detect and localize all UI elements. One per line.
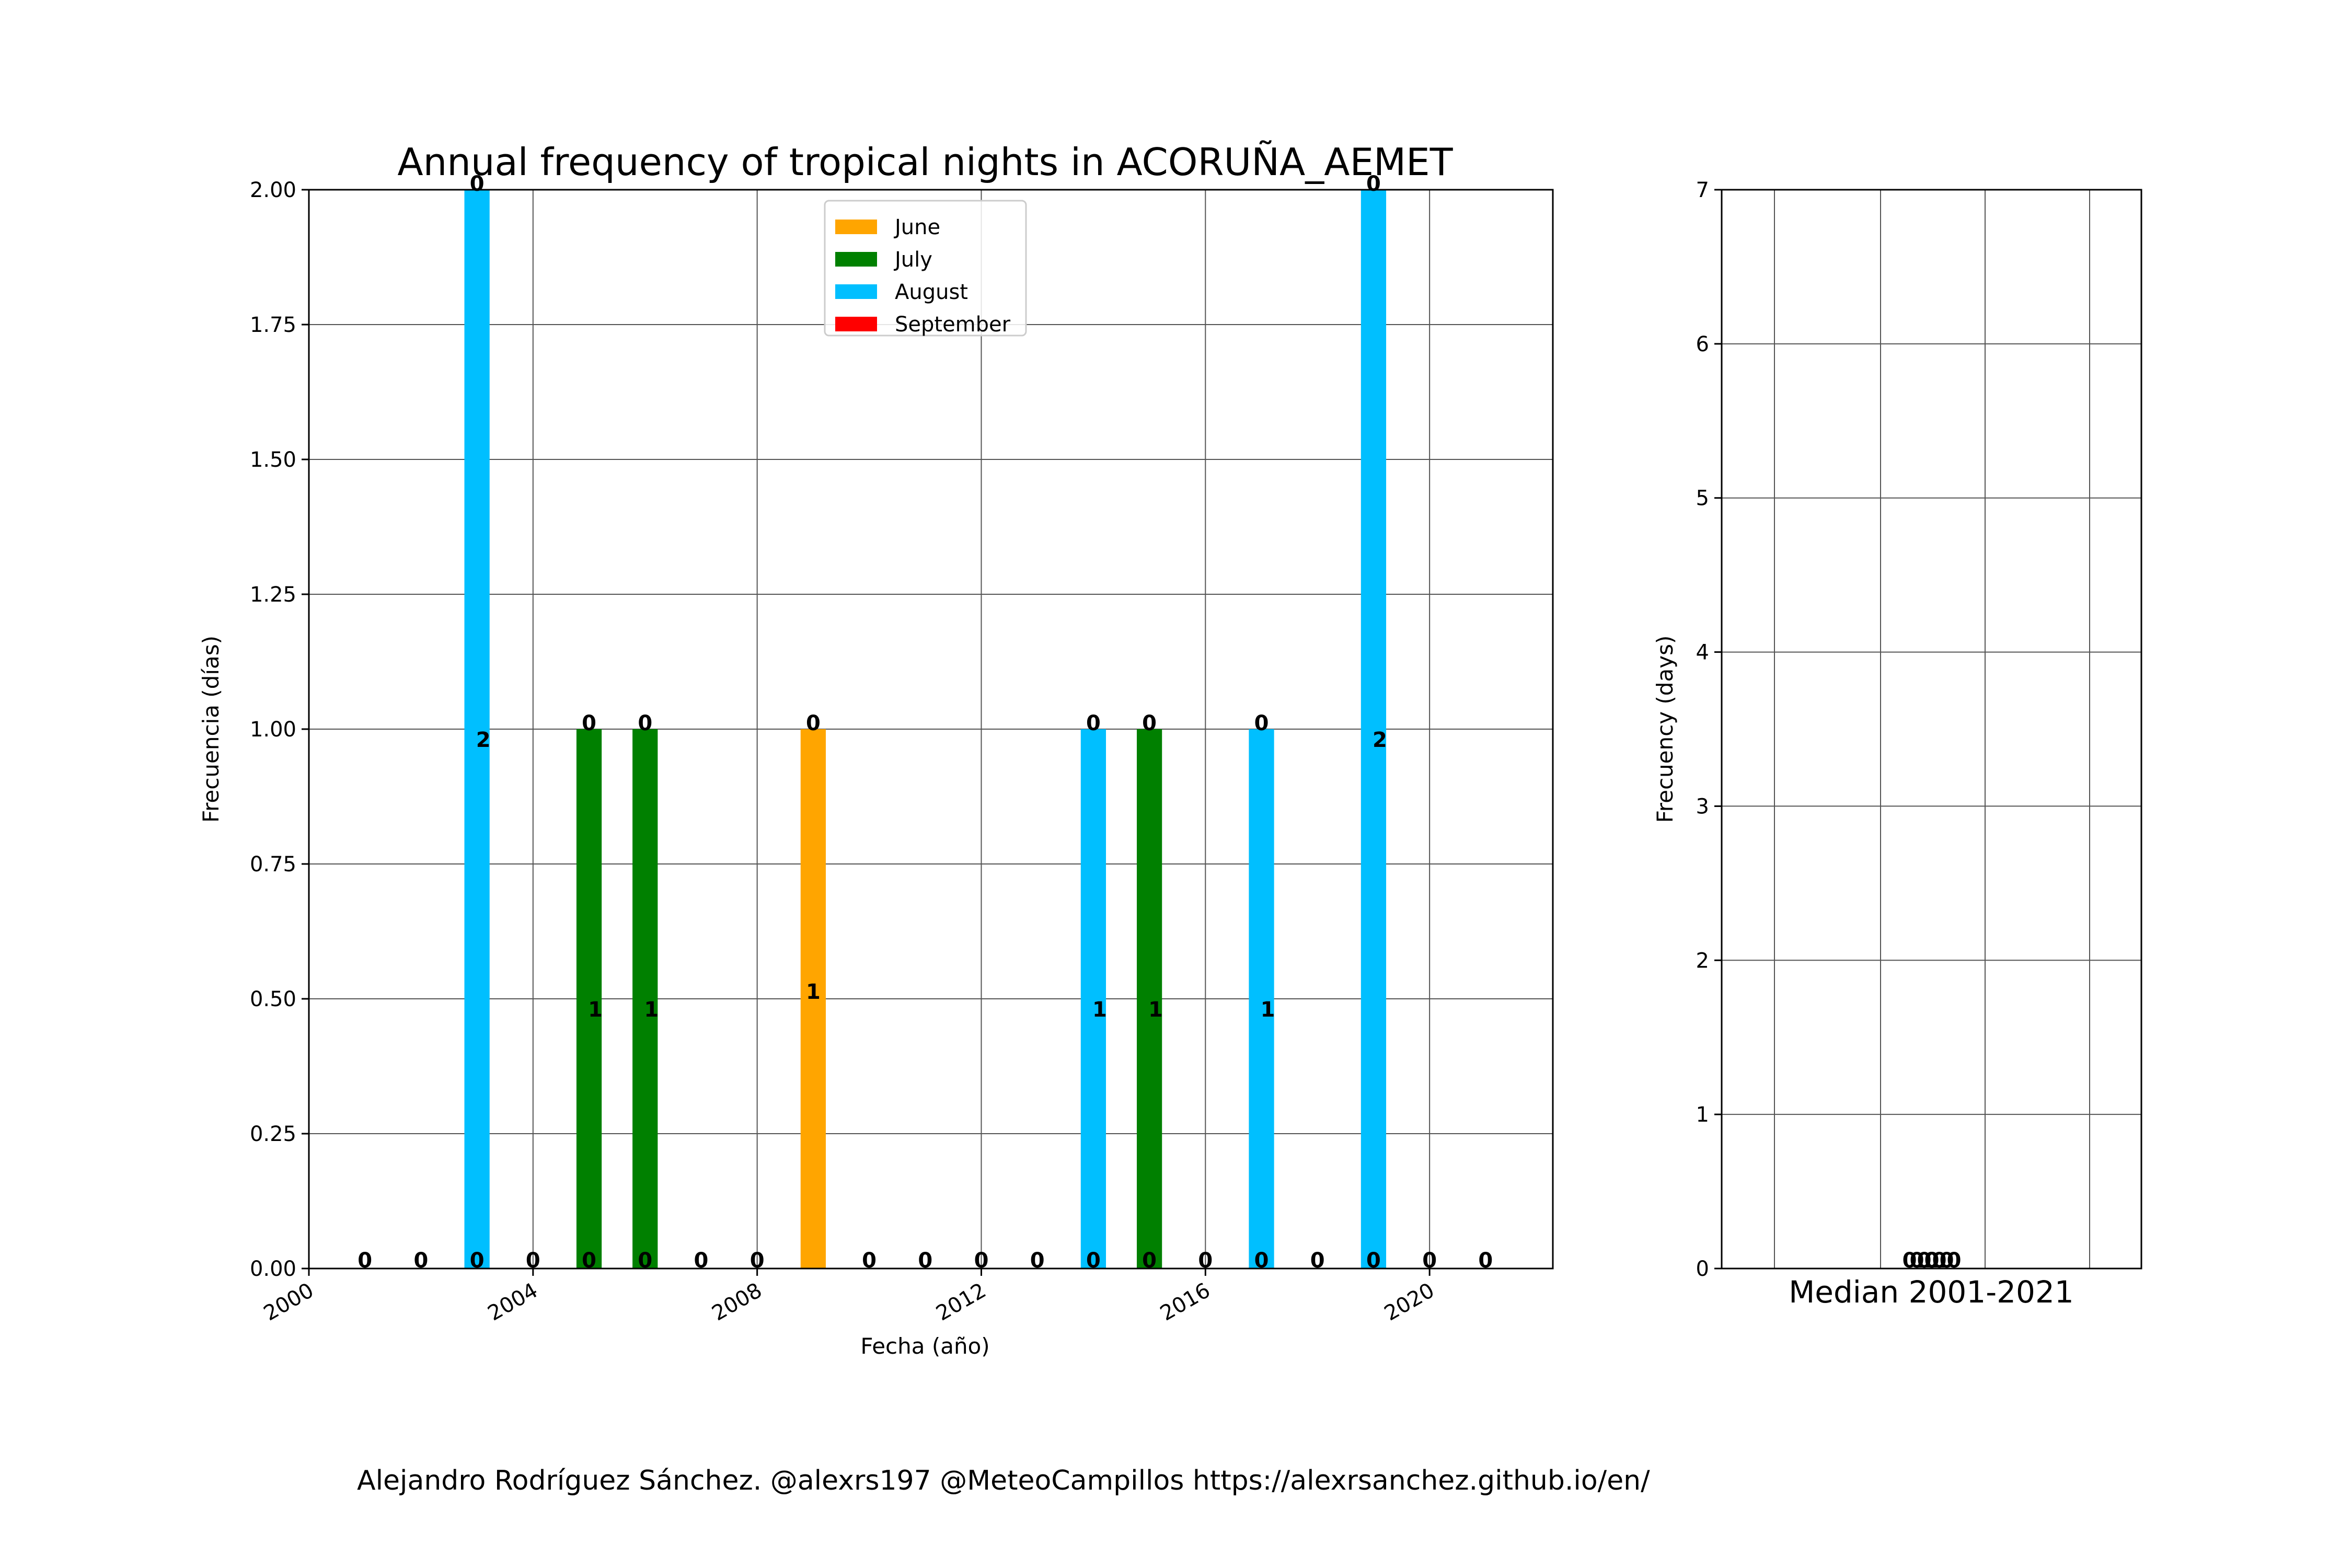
bar-august-2019 <box>1361 190 1387 1269</box>
side-chart-ytick-label: 5 <box>1696 487 1709 511</box>
bar-value-label: 0 <box>918 1249 932 1273</box>
main-chart-ytick-label: 0.25 <box>250 1122 296 1146</box>
bar-value-label: 0 <box>694 1249 709 1273</box>
bar-august-2014 <box>1080 729 1106 1269</box>
main-chart-ytick-label: 2.00 <box>250 178 296 202</box>
bar-july-2006 <box>632 729 658 1269</box>
credits-text: Alejandro Rodríguez Sánchez. @alexrs197 … <box>357 1465 1650 1496</box>
bar-value-label: 1 <box>806 980 821 1004</box>
main-chart-grid <box>308 189 1553 1269</box>
side-chart-value-label: 0.0 <box>1917 1249 1954 1273</box>
side-chart-ytick-label: 4 <box>1696 641 1709 665</box>
main-chart-xlabel: Fecha (año) <box>860 1333 989 1359</box>
bar-value-label: 0 <box>1254 1249 1269 1273</box>
bar-value-label: 2 <box>476 728 491 752</box>
main-chart-ylabel: Frecuencia (días) <box>198 636 224 823</box>
side-chart-value-label: 0.0 <box>1910 1249 1947 1273</box>
side-chart-ticks: 0 1 2 3 4 5 6 7 <box>1696 178 1722 1281</box>
bar-value-label: 0 <box>1310 1249 1325 1273</box>
side-chart-xlabel: Median 2001-2021 <box>1789 1274 2074 1310</box>
bar-value-label: 0 <box>582 1249 596 1273</box>
bar-value-label: 0 <box>1142 711 1157 735</box>
bar-value-label: 1 <box>588 998 603 1022</box>
side-chart-value-label: 0.0 <box>1903 1249 1940 1273</box>
side-chart-ytick-label: 7 <box>1696 178 1709 202</box>
bar-value-label: 0 <box>1198 1249 1213 1273</box>
side-chart-value-label: 0.0 <box>1924 1249 1962 1273</box>
side-chart-ytick-label: 2 <box>1696 949 1709 973</box>
bar-value-label: 0 <box>470 1249 485 1273</box>
bar-august-2003 <box>464 190 490 1269</box>
bar-june-2009 <box>800 729 826 1269</box>
main-chart-legend: June July August September <box>824 200 1027 337</box>
bar-value-label: 0 <box>1086 711 1101 735</box>
main-chart-title: Annual frequency of tropical nights in A… <box>397 140 1453 184</box>
legend-label-july: July <box>893 248 932 272</box>
bar-value-label: 0 <box>526 1249 540 1273</box>
bar-value-label: 0 <box>638 711 652 735</box>
bar-value-label: 0 <box>1422 1249 1437 1273</box>
main-chart-ytick-label: 1.50 <box>250 448 296 472</box>
bar-value-label: 0 <box>1142 1249 1157 1273</box>
bar-august-2017 <box>1249 729 1274 1269</box>
side-chart-ytick-label: 1 <box>1696 1103 1709 1127</box>
side-chart-ytick-label: 0 <box>1696 1257 1709 1281</box>
main-chart-xtick-label: 2016 <box>1156 1278 1214 1326</box>
bar-value-label: 0 <box>1366 1249 1381 1273</box>
side-chart-grid <box>1722 189 2141 1269</box>
side-chart-ytick-label: 3 <box>1696 794 1709 818</box>
bar-value-label: 0 <box>750 1249 765 1273</box>
bar-value-label: 0 <box>358 1249 372 1273</box>
bar-value-label: 2 <box>1373 728 1387 752</box>
side-chart-value-labels: 0.00.00.00.0 <box>1903 1249 1962 1273</box>
bar-value-label: 0 <box>974 1249 989 1273</box>
bar-value-label: 1 <box>1148 998 1163 1022</box>
legend-swatch-september <box>835 317 877 331</box>
main-chart-ytick-label: 0.00 <box>250 1257 296 1281</box>
legend-swatch-june <box>835 220 877 234</box>
main-chart-ytick-label: 1.25 <box>250 583 296 607</box>
bar-value-label: 1 <box>1092 998 1107 1022</box>
side-chart-ytick-label: 6 <box>1696 332 1709 356</box>
bar-value-label: 0 <box>862 1249 877 1273</box>
bar-value-label: 0 <box>1478 1249 1493 1273</box>
main-chart-ytick-label: 1.00 <box>250 718 296 742</box>
side-chart-frame <box>1721 189 2142 1270</box>
main-chart-xtick-label: 2004 <box>484 1278 542 1326</box>
main-chart-ytick-label: 0.50 <box>250 987 296 1011</box>
main-chart-bar-labels: 0 0 0 2 0 0 0 1 0 0 1 0 0 0 1 0 0 0 0 0 0 1 0 0 1 0 0 0 1 0 0 0 2 0 0 0 <box>358 172 1493 1273</box>
legend-swatch-august <box>835 284 877 299</box>
legend-label-june: June <box>893 215 940 239</box>
main-chart-bars <box>464 190 1387 1269</box>
main-chart-xtick-label: 2020 <box>1380 1278 1438 1326</box>
bar-value-label: 0 <box>1030 1249 1045 1273</box>
bar-value-label: 0 <box>806 711 821 735</box>
bar-value-label: 0 <box>1086 1249 1101 1273</box>
bar-value-label: 0 <box>470 172 485 196</box>
bar-value-label: 0 <box>1254 711 1269 735</box>
main-chart-xtick-label: 2000 <box>260 1278 318 1326</box>
main-chart-ytick-label: 1.75 <box>250 313 296 337</box>
main-chart-ytick-label: 0.75 <box>250 852 296 877</box>
main-chart-xtick-label: 2008 <box>708 1278 766 1326</box>
bar-value-label: 0 <box>1366 172 1381 196</box>
bar-july-2015 <box>1136 729 1162 1269</box>
legend-swatch-july <box>835 252 877 267</box>
legend-label-august: August <box>895 280 968 304</box>
bar-value-label: 0 <box>413 1249 428 1273</box>
bar-july-2005 <box>576 729 602 1269</box>
bar-value-label: 0 <box>638 1249 652 1273</box>
bar-value-label: 1 <box>1261 998 1275 1022</box>
legend-box <box>824 200 1027 337</box>
main-chart-xtick-label: 2012 <box>932 1278 990 1326</box>
bar-value-label: 0 <box>582 711 596 735</box>
side-chart-ylabel: Frecuency (days) <box>1652 636 1678 823</box>
bar-value-label: 1 <box>644 998 659 1022</box>
legend-label-september: September <box>895 313 1011 337</box>
